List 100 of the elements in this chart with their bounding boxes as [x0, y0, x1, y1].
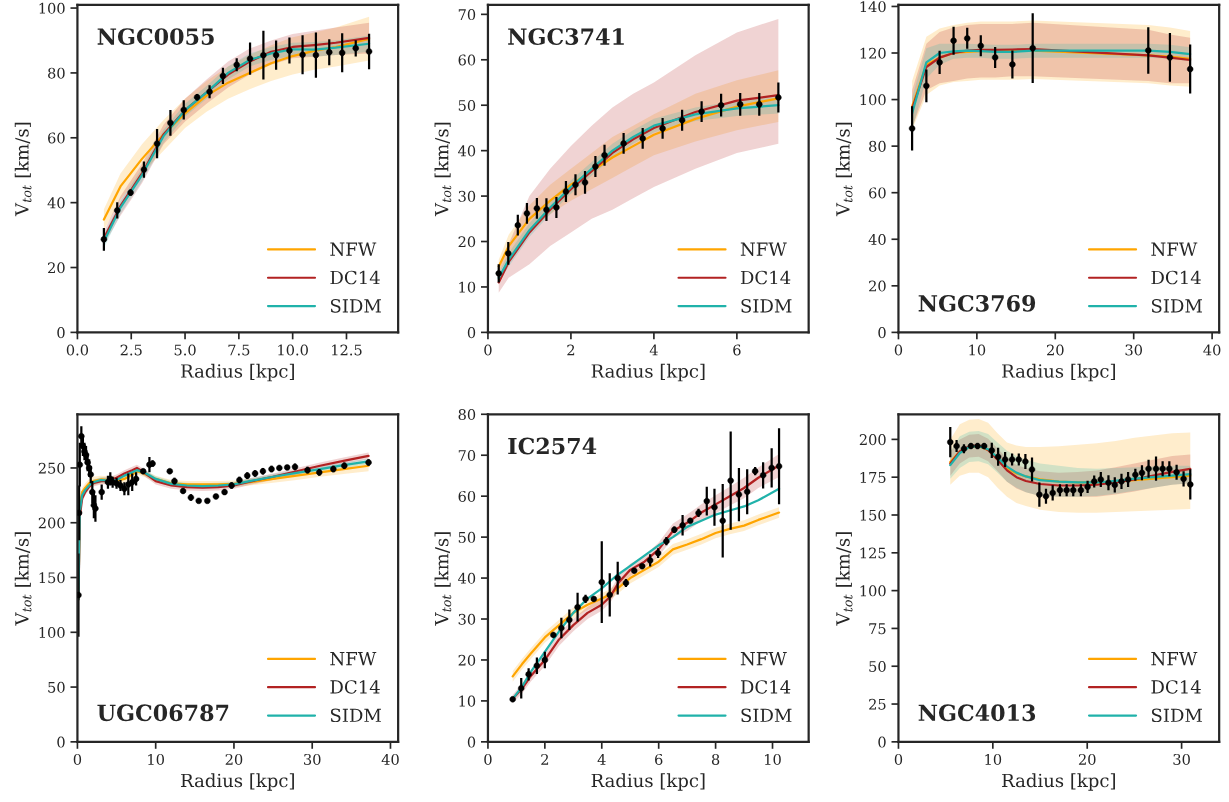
x-tick-label: 20 — [225, 753, 243, 765]
y-axis-title: V$_{tot}$ [km/s] — [835, 122, 853, 217]
y-tick-label: 30 — [458, 613, 476, 625]
legend-label: NFW — [740, 242, 787, 257]
y-tick-label: 250 — [38, 462, 65, 474]
text: NGC4013 — [918, 704, 1036, 722]
y-tick-label: 100 — [860, 585, 886, 597]
y-tick-label: 20 — [869, 280, 886, 292]
y-tick-label: 40 — [458, 572, 476, 584]
y-axis-title: V$_{tot}$ [km/s] — [434, 122, 452, 217]
legend-label: DC14 — [1151, 680, 1201, 694]
x-axis-title: Radius [kpc] — [1002, 363, 1115, 382]
legend-label: DC14 — [1151, 270, 1201, 285]
y-tick-label: 125 — [860, 547, 886, 559]
y-tick-label: 40 — [458, 145, 476, 157]
x-tick-label: 10 — [765, 753, 781, 765]
text: IC2574 — [508, 437, 597, 455]
legend-label: SIDM — [330, 708, 381, 723]
y-tick-label: 75 — [869, 623, 886, 635]
y-tick-label: 50 — [458, 99, 476, 111]
y-axis-title: V$_{tot}$ [km/s] — [14, 532, 32, 626]
x-tick-label: 10.0 — [278, 344, 308, 356]
x-tick-label: 0 — [73, 753, 82, 765]
x-tick-label: 2.5 — [120, 344, 142, 356]
text: NGC0055 — [97, 28, 214, 45]
y-tick-label: 20 — [48, 262, 65, 274]
x-tick-label: 10 — [148, 753, 164, 765]
x-tick-label: 7.5 — [228, 344, 250, 356]
legend-label: DC14 — [740, 270, 791, 285]
x-tick-label: 30 — [1125, 344, 1143, 356]
x-tick-label: 30 — [304, 753, 321, 765]
y-tick-label: 0 — [467, 327, 476, 339]
y-tick-label: 10 — [459, 281, 476, 293]
x-tick-label: 0.0 — [66, 344, 89, 356]
y-axis-title: V$_{tot}$ [km/s] — [434, 532, 452, 626]
y-tick-label: 200 — [859, 434, 886, 446]
y-tick-label: 200 — [38, 517, 65, 529]
x-tick-label: 4 — [597, 753, 606, 765]
x-tick-label: 20 — [1046, 344, 1064, 356]
y-tick-label: 50 — [48, 681, 65, 693]
y-tick-label: 175 — [860, 471, 886, 483]
y-tick-label: 60 — [458, 490, 476, 502]
x-tick-label: 0 — [894, 753, 903, 765]
legend-label: DC14 — [330, 680, 380, 694]
legend-label: DC14 — [330, 270, 380, 285]
y-tick-label: 50 — [869, 660, 886, 672]
x-tick-label: 5.0 — [174, 344, 196, 356]
x-axis-title: Radius [kpc] — [591, 773, 705, 791]
y-tick-label: 70 — [458, 449, 476, 461]
x-axis-title: Radius [kpc] — [1002, 773, 1115, 791]
y-tick-label: 140 — [860, 1, 886, 13]
y-tick-label: 20 — [458, 236, 476, 248]
legend-label: NFW — [330, 652, 377, 666]
x-tick-label: 12.5 — [332, 344, 362, 356]
y-tick-label: 25 — [869, 698, 886, 710]
legend-label: SIDM — [1151, 298, 1202, 313]
x-tick-label: 2 — [567, 344, 575, 356]
legend-label: NFW — [1151, 652, 1198, 666]
y-tick-label: 100 — [860, 94, 886, 106]
y-tick-label: 100 — [39, 627, 65, 639]
y-tick-label: 60 — [48, 132, 65, 144]
x-tick-label: 6 — [733, 344, 741, 356]
legend-label: DC14 — [740, 680, 791, 694]
x-axis-title: Radius [kpc] — [181, 363, 294, 382]
y-axis-title: V$_{tot}$ [km/s] — [14, 122, 32, 217]
legend-label: SIDM — [1151, 708, 1202, 723]
y-axis-title: V$_{tot}$ [km/s] — [835, 532, 853, 626]
y-tick-label: 150 — [39, 572, 65, 584]
y-tick-label: 50 — [458, 531, 476, 543]
y-tick-label: 0 — [878, 736, 886, 748]
y-tick-label: 80 — [458, 408, 476, 421]
x-tick-label: 30 — [1173, 753, 1190, 765]
x-tick-label: 0 — [484, 753, 492, 765]
y-tick-label: 30 — [458, 190, 476, 202]
y-tick-label: 60 — [458, 54, 476, 66]
legend-label: SIDM — [741, 708, 792, 723]
x-tick-label: 0 — [484, 344, 492, 356]
y-tick-label: 20 — [458, 654, 476, 666]
legend-label: NFW — [740, 652, 787, 666]
x-tick-label: 6 — [655, 753, 663, 765]
x-tick-label: 2 — [541, 753, 549, 765]
x-tick-label: 40 — [1203, 344, 1221, 356]
y-tick-label: 0 — [467, 736, 476, 748]
x-tick-label: 20 — [1078, 753, 1096, 765]
y-tick-label: 40 — [47, 197, 65, 209]
legend-label: SIDM — [330, 298, 381, 313]
y-tick-label: 60 — [869, 187, 886, 199]
y-tick-label: 100 — [39, 2, 65, 14]
y-tick-label: 80 — [48, 67, 65, 79]
y-tick-label: 120 — [860, 47, 886, 59]
y-tick-label: 150 — [860, 509, 886, 521]
x-tick-label: 40 — [381, 753, 399, 765]
x-tick-label: 10 — [969, 344, 986, 356]
y-tick-label: 0 — [57, 736, 65, 748]
y-tick-label: 0 — [57, 327, 65, 339]
text: NGC3769 — [918, 294, 1036, 312]
x-tick-label: 0 — [894, 344, 903, 356]
legend-label: SIDM — [741, 298, 792, 313]
x-tick-label: 10 — [985, 753, 1002, 765]
legend-label: NFW — [1151, 242, 1198, 257]
